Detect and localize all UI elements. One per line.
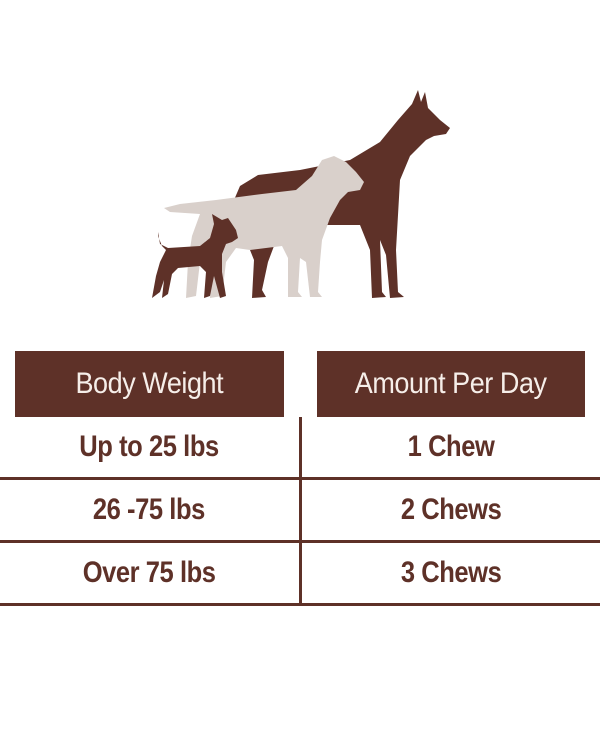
amount-cell: 2 Chews — [300, 478, 600, 543]
table-row: Up to 25 lbs 1 Chew — [0, 417, 600, 480]
table-header-row: Body Weight Amount Per Day — [0, 351, 600, 417]
weight-cell: Over 75 lbs — [0, 541, 302, 606]
small-dog-silhouette-icon — [152, 214, 238, 298]
amount-cell: 1 Chew — [300, 417, 600, 480]
amount-cell: 3 Chews — [300, 541, 600, 606]
dogs-illustration — [152, 90, 450, 298]
column-header-body-weight: Body Weight — [15, 351, 287, 417]
table-row: 26 -75 lbs 2 Chews — [0, 478, 600, 543]
table-row: Over 75 lbs 3 Chews — [0, 541, 600, 606]
column-header-amount-per-day: Amount Per Day — [315, 351, 585, 417]
weight-cell: Up to 25 lbs — [0, 417, 302, 480]
weight-cell: 26 -75 lbs — [0, 478, 302, 543]
dosage-table: Body Weight Amount Per Day Up to 25 lbs … — [0, 351, 600, 606]
